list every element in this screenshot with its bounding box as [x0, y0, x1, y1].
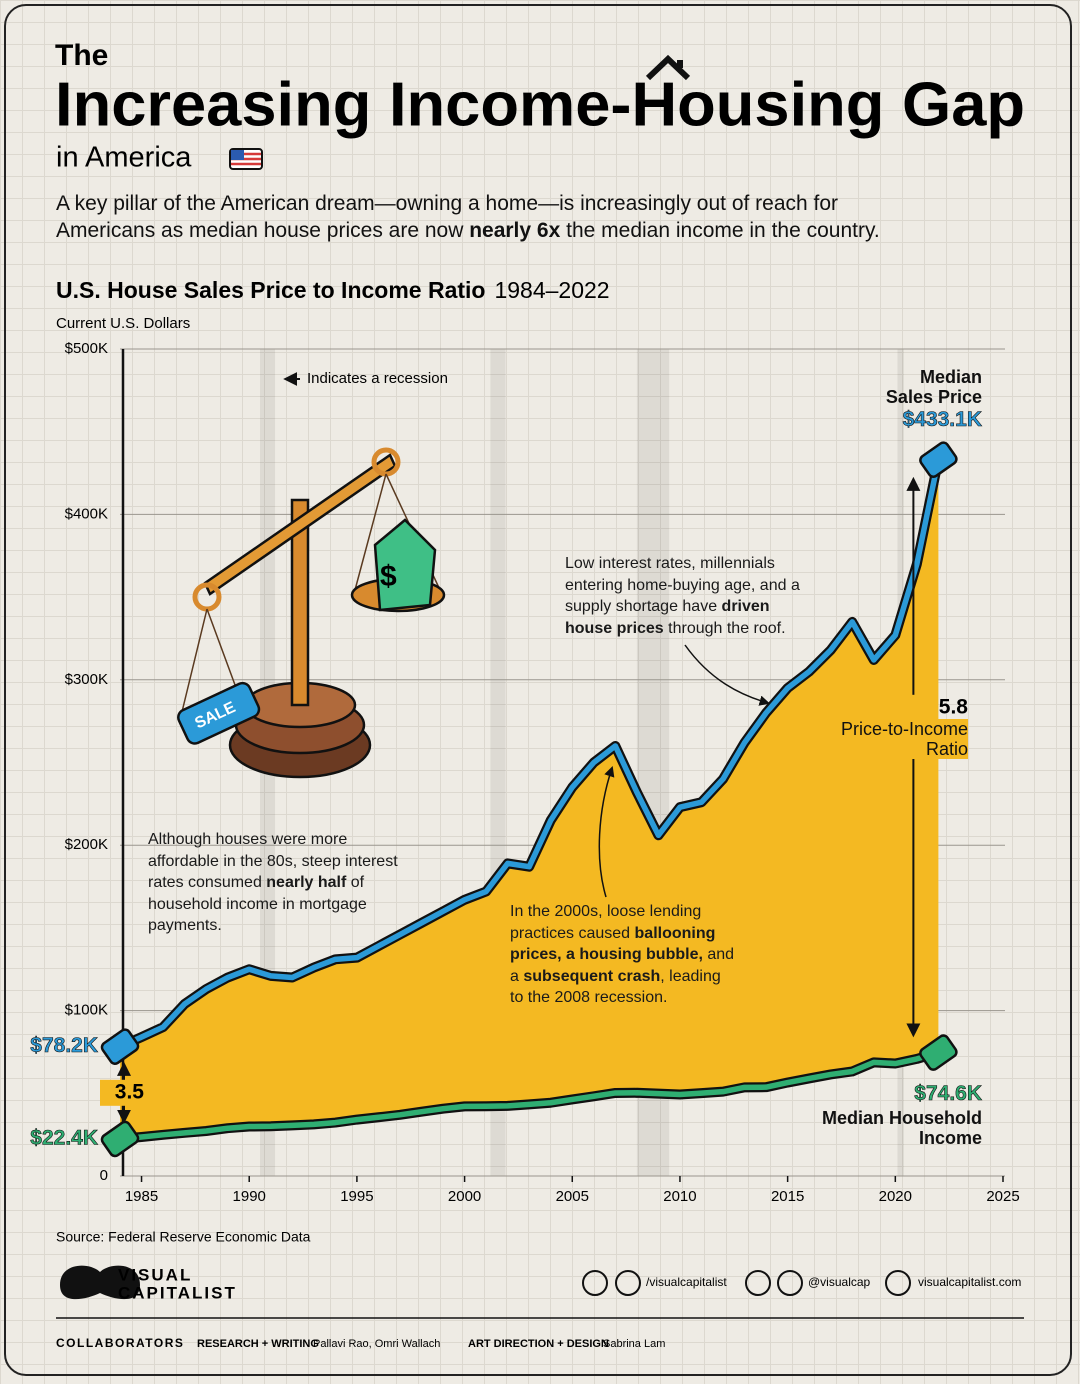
x-tick-label: 2000: [448, 1188, 481, 1205]
emphasis: subsequent crash: [523, 967, 661, 985]
annotation-arrow: [684, 644, 771, 706]
logo-text: CAPITALIST: [118, 1283, 237, 1302]
ratio-label: 5.8: [939, 695, 969, 718]
chart-period: 1984–2022: [494, 277, 609, 303]
social-handle: visualcapitalist.com: [918, 1275, 1021, 1289]
price-tag: [100, 1120, 140, 1158]
y-tick-label: $400K: [65, 505, 108, 522]
emphasis: ballooning prices, a housing bubble,: [510, 924, 716, 964]
series-name: Median Sales Price: [885, 366, 982, 407]
emphasis: driven house prices: [565, 598, 770, 637]
chart-title: U.S. House Sales Price to Income Ratio: [56, 277, 485, 303]
social-icon: [777, 1270, 803, 1296]
line: [119, 1049, 940, 1142]
gap-fill: [120, 459, 939, 1139]
price-tag: [100, 1028, 140, 1065]
annotation: Although houses were more affordable in …: [148, 831, 398, 934]
annotation: In the 2000s, loose lending practices ca…: [510, 903, 735, 1006]
social-handle: /visualcapitalist: [646, 1275, 727, 1289]
x-tick-label: 2010: [663, 1188, 696, 1205]
house-symbol: $: [380, 560, 397, 593]
roof-icon: [645, 54, 691, 81]
value-label: $22.4K: [30, 1126, 98, 1149]
y-tick-label: 0: [100, 1167, 108, 1184]
y-tick-label: $100K: [65, 1002, 108, 1019]
credit-names: Sabrina Lam: [603, 1338, 665, 1350]
source: Source: Federal Reserve Economic Data: [56, 1229, 311, 1245]
x-tick-label: 1990: [233, 1188, 266, 1205]
kicker: The: [55, 39, 108, 72]
logo-mark: [60, 1265, 140, 1300]
illustration: $ SALE: [177, 447, 446, 779]
place: in America: [56, 142, 192, 174]
lines: [100, 441, 958, 1158]
x-tick-label: 2005: [556, 1188, 589, 1205]
x-tick-label: 2015: [771, 1188, 804, 1205]
header: The Increasing Income-Housing Gap in Ame…: [55, 39, 1025, 174]
logo-text: VISUAL: [118, 1265, 192, 1284]
y-axis-label: Current U.S. Dollars: [56, 315, 190, 332]
social-icon: [885, 1270, 911, 1296]
price-tag: [919, 441, 958, 478]
annotation: Low interest rates, millennials entering…: [565, 555, 800, 637]
tag-body: [919, 441, 958, 478]
y-tick-label: $500K: [65, 340, 108, 357]
recession-legend: Indicates a recession: [307, 370, 448, 387]
value-labels: $78.2K $433.1K $22.4K $74.6K 3.5 5.8: [30, 408, 982, 1150]
value-label: $74.6K: [914, 1082, 982, 1105]
tag-body: [100, 1120, 140, 1158]
value-label: $78.2K: [30, 1034, 98, 1057]
social-handle: @visualcap: [808, 1275, 871, 1289]
x-tick-label: 2020: [879, 1188, 912, 1205]
tag-body: [100, 1028, 140, 1065]
x-tick-label: 1995: [340, 1188, 373, 1205]
y-tick-label: $200K: [65, 836, 108, 853]
x-tick-label: 2025: [986, 1188, 1019, 1205]
ratio-name: Price-to-Income Ratio: [840, 718, 968, 759]
x-tick-label: 1985: [125, 1188, 158, 1205]
social-icon: [582, 1270, 608, 1296]
value-label: $433.1K: [903, 408, 982, 431]
social-icon: [745, 1270, 771, 1296]
ratio-bg: [896, 694, 927, 721]
series-name: Median Household Income: [821, 1107, 982, 1148]
emphasis: nearly 6x: [469, 219, 561, 242]
credit-names: Pallavi Rao, Omri Wallach: [313, 1338, 440, 1350]
credit-role: RESEARCH + WRITING: [197, 1338, 319, 1350]
footer: Source: Federal Reserve Economic Data VI…: [56, 1229, 1024, 1350]
y-tick-label: $300K: [65, 671, 108, 688]
social-icon: [615, 1270, 641, 1296]
annotation-arrow: [598, 766, 615, 898]
price-tag: [919, 1034, 958, 1071]
title: Increasing Income-Housing Gap: [55, 70, 1025, 139]
credit-role: ART DIRECTION + DESIGN: [468, 1338, 609, 1350]
intro: A key pillar of the American dream—ownin…: [56, 192, 880, 242]
tag-body: [919, 1034, 958, 1071]
ratio-bg: [100, 1079, 130, 1106]
flag: [229, 148, 263, 170]
frame: [4, 4, 1072, 1376]
emphasis: nearly half: [266, 874, 347, 891]
line: [118, 459, 942, 1050]
collaborators: COLLABORATORS: [56, 1336, 184, 1350]
ratio-label: 3.5: [115, 1080, 145, 1103]
